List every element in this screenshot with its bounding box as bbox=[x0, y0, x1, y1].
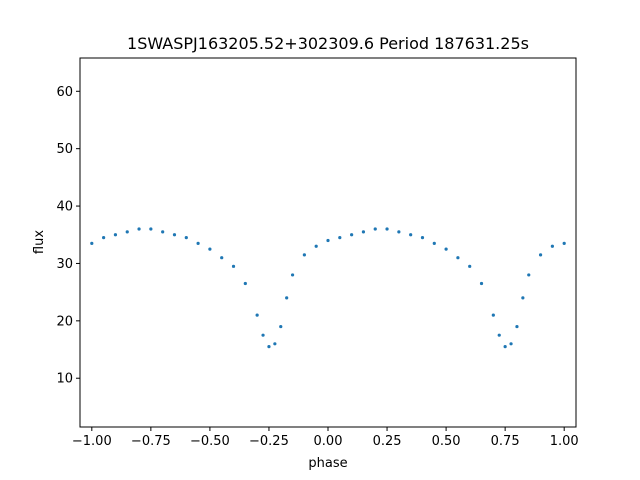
y-tick-label: 40 bbox=[56, 200, 73, 215]
data-point bbox=[279, 324, 283, 329]
y-tick-label: 10 bbox=[56, 372, 73, 387]
data-point bbox=[220, 256, 224, 260]
data-point bbox=[125, 230, 129, 234]
data-point bbox=[468, 264, 472, 268]
x-axis: −1.00 −0.75 −0.50 −0.25 0.00 0.25 0.50 0.75 1.00 bbox=[72, 427, 579, 449]
data-point bbox=[409, 233, 413, 237]
data-point bbox=[196, 241, 200, 245]
x-tick-label: 0.00 bbox=[314, 434, 343, 449]
scatter-points bbox=[90, 227, 566, 349]
data-point bbox=[562, 241, 566, 245]
data-point bbox=[432, 241, 436, 245]
y-axis-label: flux bbox=[32, 230, 47, 254]
data-point bbox=[326, 238, 330, 243]
x-tick-label: −0.25 bbox=[249, 434, 289, 449]
x-tick-label: 0.50 bbox=[432, 434, 461, 449]
x-tick-label: 1.00 bbox=[550, 434, 579, 449]
data-point bbox=[161, 230, 165, 234]
data-point bbox=[456, 256, 460, 260]
data-point bbox=[90, 241, 94, 245]
data-point bbox=[538, 253, 543, 257]
x-tick-label: −0.50 bbox=[190, 434, 230, 449]
data-point bbox=[420, 236, 425, 240]
x-tick-label: 0.75 bbox=[491, 434, 520, 449]
data-point bbox=[350, 233, 354, 237]
data-point bbox=[491, 313, 495, 317]
y-tick-label: 20 bbox=[56, 314, 73, 329]
y-tick-label: 50 bbox=[56, 142, 73, 157]
data-point bbox=[509, 342, 513, 346]
data-point bbox=[479, 281, 484, 286]
data-point bbox=[385, 227, 389, 231]
data-point bbox=[550, 244, 554, 248]
data-point bbox=[521, 296, 525, 300]
data-point bbox=[261, 333, 265, 337]
data-point bbox=[102, 236, 106, 240]
data-point bbox=[444, 247, 448, 251]
y-tick-label: 60 bbox=[56, 85, 73, 100]
data-point bbox=[527, 273, 531, 277]
data-point bbox=[314, 244, 318, 248]
data-point bbox=[149, 227, 153, 231]
x-tick-label: −1.00 bbox=[72, 434, 112, 449]
data-point bbox=[302, 253, 306, 257]
data-point bbox=[515, 324, 519, 329]
data-point bbox=[267, 345, 271, 349]
data-point bbox=[338, 236, 342, 240]
data-point bbox=[184, 236, 188, 240]
chart-title: 1SWASPJ163205.52+302309.6 Period 187631.… bbox=[127, 34, 529, 53]
y-axis: 10 20 30 40 50 60 bbox=[56, 85, 80, 387]
x-tick-label: −0.75 bbox=[131, 434, 171, 449]
data-point bbox=[255, 313, 259, 317]
data-point bbox=[397, 230, 401, 234]
data-point bbox=[243, 281, 247, 286]
data-point bbox=[231, 264, 236, 268]
data-point bbox=[172, 233, 177, 237]
data-point bbox=[273, 342, 277, 346]
data-point bbox=[208, 247, 212, 251]
data-point bbox=[137, 227, 141, 231]
x-tick-label: 0.25 bbox=[373, 434, 402, 449]
data-point bbox=[373, 227, 377, 231]
y-tick-label: 30 bbox=[56, 257, 73, 272]
data-point bbox=[285, 296, 289, 300]
data-point bbox=[290, 273, 295, 277]
x-axis-label: phase bbox=[308, 456, 347, 471]
data-point bbox=[497, 333, 501, 337]
data-point bbox=[361, 230, 366, 234]
data-point bbox=[113, 233, 118, 237]
data-point bbox=[503, 345, 507, 349]
